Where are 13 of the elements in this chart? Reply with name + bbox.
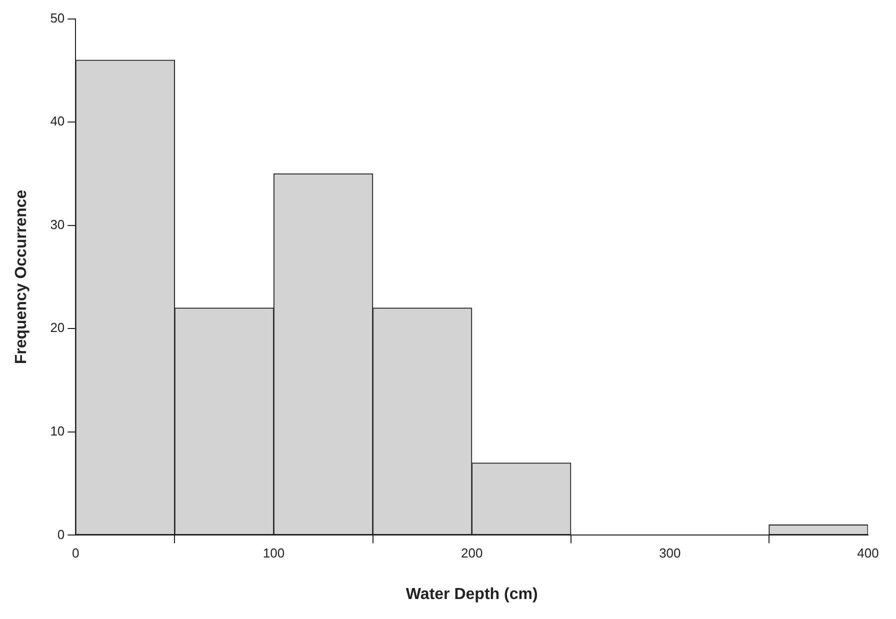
x-axis-title: Water Depth (cm) [406, 586, 538, 603]
x-tick-label: 400 [857, 546, 879, 561]
y-tick-label: 20 [50, 320, 65, 336]
x-tick-label: 200 [460, 546, 483, 561]
y-tick-label: 0 [57, 526, 65, 542]
x-tick-label: 0 [72, 546, 80, 561]
y-axis-title: Frequency Occurrence [13, 190, 30, 364]
y-tick-label: 40 [50, 114, 65, 129]
x-tick-label: 100 [262, 546, 285, 561]
y-tick-label: 10 [50, 424, 65, 438]
y-tick-label: 50 [50, 10, 65, 26]
y-tick-label: 30 [50, 216, 65, 232]
x-tick-label: 300 [659, 546, 681, 561]
